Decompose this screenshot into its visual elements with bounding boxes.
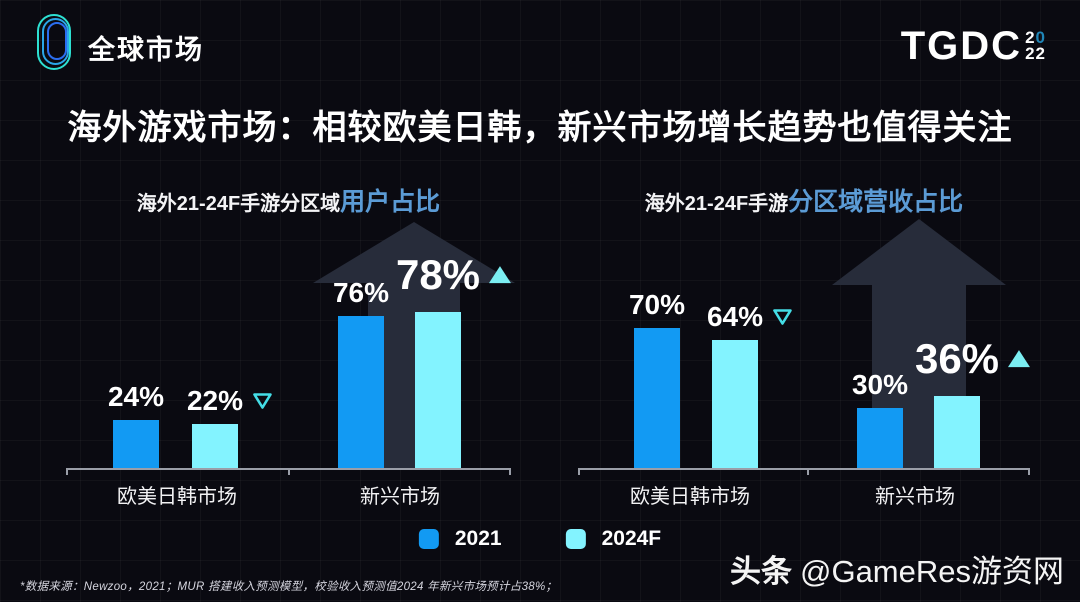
axis-tick xyxy=(66,468,68,475)
slide-title: 海外游戏市场：相较欧美日韩，新兴市场增长趋势也值得关注 xyxy=(67,109,1013,147)
bar-2024F-新兴市场 xyxy=(415,312,461,468)
chart-subtitle-plain: 海外21-24F手游 xyxy=(644,193,789,215)
tgdc-year-top: 20 xyxy=(1025,28,1046,48)
x-axis xyxy=(578,468,1030,470)
chart-subtitle: 海外21-24F手游分区域营收占比 xyxy=(578,182,1030,218)
decrease-indicator-icon xyxy=(772,303,793,331)
category-label: 新兴市场 xyxy=(360,486,440,508)
section-title: 全球市场 xyxy=(88,35,204,65)
bar-2021-新兴市场 xyxy=(338,316,384,468)
value-label: 36% xyxy=(915,338,1031,380)
axis-tick xyxy=(288,468,290,475)
chart-user-share: 海外21-24F手游分区域用户占比 24% 22% 欧美日韩市场 76% 78% 新兴市场 xyxy=(66,180,515,520)
category-label: 欧美日韩市场 xyxy=(117,486,237,508)
axis-tick xyxy=(807,468,809,475)
increase-indicator-icon xyxy=(1008,350,1031,368)
tgdc-year-bottom: 22 xyxy=(1025,44,1046,63)
chart-subtitle-accent: 用户占比 xyxy=(340,188,441,216)
legend-label: 2021 xyxy=(454,527,502,550)
watermark: 头条 @GameRes游资网 xyxy=(730,546,1064,591)
chart-revenue-share: 海外21-24F手游分区域营收占比 70% 64% 欧美日韩市场 30% 36% 新兴市场 xyxy=(578,180,1031,520)
value-label: 24% xyxy=(107,381,165,412)
category-label: 新兴市场 xyxy=(875,486,955,508)
value-label: 30% xyxy=(851,369,909,400)
axis-tick xyxy=(509,468,511,475)
decrease-indicator-icon xyxy=(252,387,273,415)
header: 全球市场 TGDC 20 22 xyxy=(0,0,1080,86)
legend-item-2021: 2021 xyxy=(418,527,502,551)
legend-swatch xyxy=(418,529,439,549)
axis-tick xyxy=(1028,468,1030,475)
value-label: 78% xyxy=(396,254,512,296)
big-up-arrow-head-icon xyxy=(832,219,1006,285)
axis-tick xyxy=(578,468,580,475)
watermark-handle: @GameRes游资网 xyxy=(799,554,1064,589)
bar-2021-欧美日韩市场 xyxy=(634,328,680,468)
value-label: 22% xyxy=(187,387,272,415)
increase-indicator-icon xyxy=(489,266,512,284)
value-label: 70% xyxy=(628,289,686,320)
brand-rings-logo-icon xyxy=(37,14,75,72)
tgdc-logo: TGDC 20 22 xyxy=(901,26,1046,66)
legend-swatch xyxy=(565,529,586,549)
value-label: 76% xyxy=(332,277,390,308)
bar-2024F-欧美日韩市场 xyxy=(712,340,758,468)
bar-2024F-新兴市场 xyxy=(934,396,980,468)
tgdc-year: 20 22 xyxy=(1025,28,1046,63)
category-label: 欧美日韩市场 xyxy=(630,486,750,508)
chart-subtitle-plain: 海外21-24F手游分区域 xyxy=(136,193,341,215)
watermark-brand: 头条 xyxy=(729,554,792,589)
tgdc-wordmark: TGDC xyxy=(900,24,1023,68)
data-source-footnote: *数据来源：Newzoo，2021；MUR 搭建收入预测模型，校验收入预测值20… xyxy=(20,581,558,593)
logo-ring-middle xyxy=(42,18,69,65)
chart-legend: 2021 2024F xyxy=(418,527,662,551)
chart-subtitle: 海外21-24F手游分区域用户占比 xyxy=(66,182,511,218)
legend-label: 2024F xyxy=(601,527,662,550)
legend-item-2024F: 2024F xyxy=(565,527,662,551)
logo-ring-outer xyxy=(37,14,71,70)
chart-subtitle-accent: 分区域营收占比 xyxy=(788,188,964,216)
bar-2021-欧美日韩市场 xyxy=(113,420,159,468)
value-label: 64% xyxy=(707,303,792,331)
bar-2021-新兴市场 xyxy=(857,408,903,468)
bar-2024F-欧美日韩市场 xyxy=(192,424,238,468)
logo-ring-inner xyxy=(47,22,67,60)
